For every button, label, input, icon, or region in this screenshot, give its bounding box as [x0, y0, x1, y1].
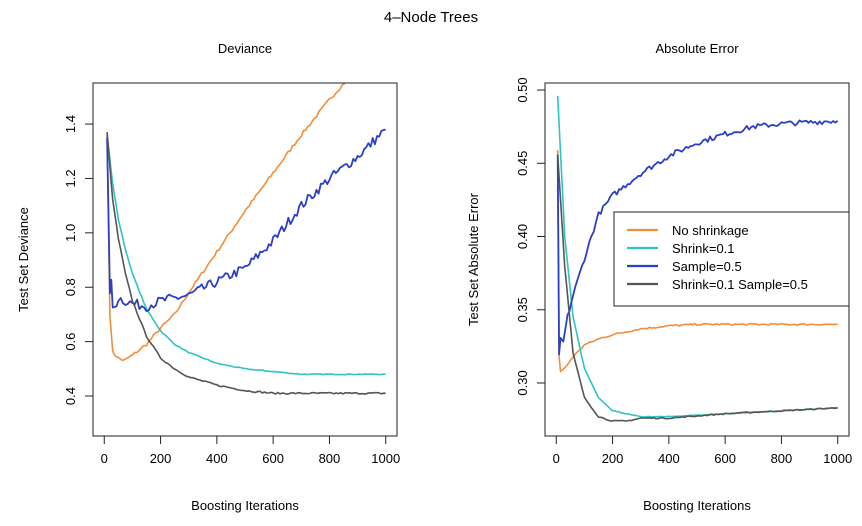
series-line-shrink-0-1-sample-0-5: [556, 154, 838, 422]
x-tick-label: 800: [771, 451, 793, 466]
series-line-shrink-0-1: [106, 134, 386, 376]
y-tick-label: 1.2: [63, 169, 78, 187]
x-tick-label: 600: [714, 451, 736, 466]
series-line-sample-0-5: [556, 119, 839, 356]
x-tick-label: 1000: [823, 451, 852, 466]
y-tick-label: 0.30: [515, 370, 530, 395]
legend-label: Sample=0.5: [672, 259, 742, 274]
absolute-error-panel: 0 200 400 600 800 1000 0.30 0.35 0.40 0.45 0.50 Abs…: [466, 41, 852, 513]
legend-label: Shrink=0.1 Sample=0.5: [672, 277, 808, 292]
x-tick-label: 0: [553, 451, 560, 466]
x-axis-label: Boosting Iterations: [191, 498, 299, 513]
x-tick-label: 400: [658, 451, 680, 466]
x-tick-label: 200: [150, 451, 172, 466]
x-tick-label: 1000: [371, 451, 400, 466]
x-axis-label: Boosting Iterations: [643, 498, 751, 513]
series-line-sample-0-5: [106, 128, 386, 313]
y-tick-label: 0.6: [63, 333, 78, 351]
legend-label: No shrinkage: [672, 223, 749, 238]
series-line-no-shrinkage: [556, 150, 838, 373]
series-line-no-shrinkage: [106, 83, 346, 362]
panel-title: Absolute Error: [655, 41, 739, 56]
x-tick-label: 0: [101, 451, 108, 466]
y-axis-label: Test Set Absolute Error: [466, 192, 481, 326]
legend: No shrinkage Shrink=0.1 Sample=0.5 Shrink=0…: [613, 211, 850, 307]
plot-frame: [92, 82, 398, 437]
y-tick-label: 1.0: [63, 224, 78, 242]
y-tick-label: 0.45: [515, 151, 530, 176]
x-tick-label: 800: [319, 451, 341, 466]
y-tick-label: 0.35: [515, 297, 530, 322]
y-tick-label: 1.4: [63, 115, 78, 133]
y-tick-label: 0.4: [63, 387, 78, 405]
x-tick-label: 600: [262, 451, 284, 466]
y-tick-label: 0.40: [515, 224, 530, 249]
series-line-shrink-0-1-sample-0-5: [106, 132, 386, 395]
legend-label: Shrink=0.1: [672, 241, 735, 256]
x-tick-label: 400: [206, 451, 228, 466]
legend-box: [613, 211, 850, 307]
y-axis-label: Test Set Deviance: [16, 207, 31, 312]
deviance-panel: 0 200 400 600 800 1000 0.4 0.6 0.8 1.0 1.2 1.4 Devia…: [16, 41, 400, 513]
x-tick-label: 200: [602, 451, 624, 466]
figure-title: 4–Node Trees: [384, 9, 478, 26]
y-tick-label: 0.50: [515, 77, 530, 102]
panel-title: Deviance: [218, 41, 272, 56]
y-tick-label: 0.8: [63, 278, 78, 296]
